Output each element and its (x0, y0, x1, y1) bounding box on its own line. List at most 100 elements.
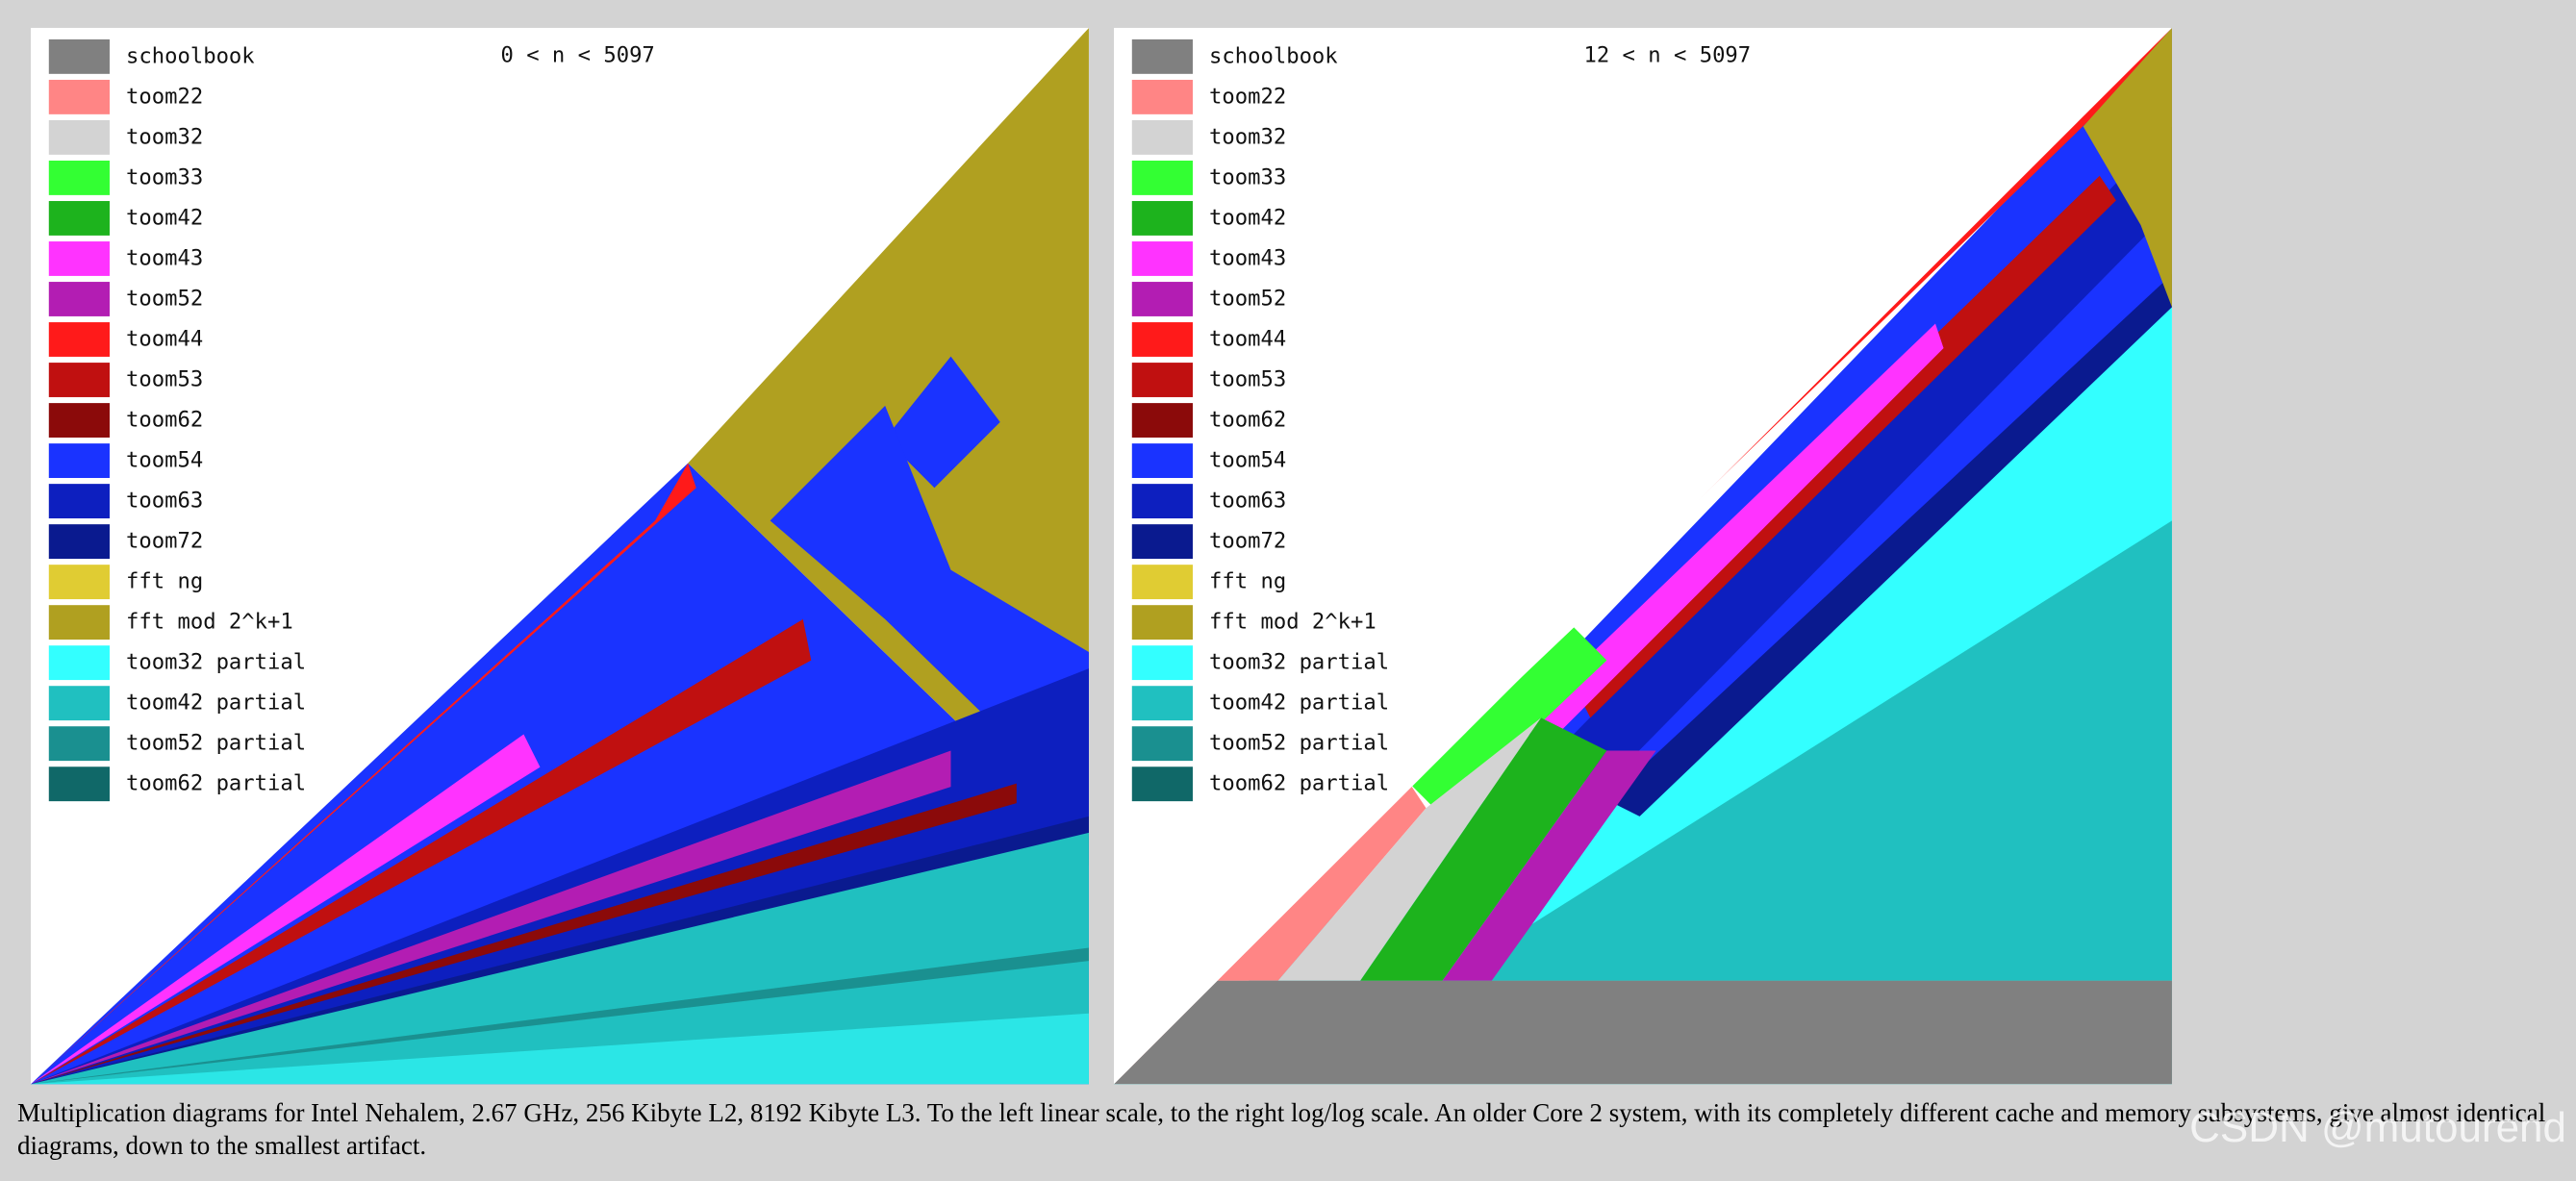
legend-swatch (48, 79, 110, 114)
legend-swatch (48, 766, 110, 802)
legend-swatch (48, 322, 110, 357)
legend-label: fft ng (1209, 569, 1286, 594)
legend-swatch (48, 201, 110, 236)
legend-label: toom72 (1209, 529, 1286, 554)
legend-swatch (1131, 79, 1193, 114)
legend-label: schoolbook (1209, 43, 1338, 68)
legend-swatch (48, 282, 110, 316)
watermark: CSDN @mutourend (2189, 1104, 2566, 1151)
legend-label: toom53 (1209, 367, 1286, 392)
legend-swatch (1131, 161, 1193, 195)
legend-swatch (48, 119, 110, 155)
legend-label: toom52 partial (1209, 731, 1389, 756)
linear-panel: 0 < n < 5097 schoolbook toom22 toom32 toom33… (31, 28, 1089, 1085)
panel-title: 0 < n < 5097 (500, 43, 654, 68)
region (1277, 717, 1542, 981)
legend-swatch (48, 524, 110, 560)
legend-label: toom44 (1209, 327, 1286, 352)
legend-label: toom44 (126, 327, 203, 352)
panel-blank (1114, 28, 2172, 1085)
loglog-panel: 12 < n < 5097 schoolbook toom22 toom32 toom3… (1114, 28, 2172, 1085)
panel-blank (31, 28, 1089, 1085)
legend-swatch (1131, 686, 1193, 721)
legend-label: toom32 (126, 124, 203, 149)
legend-label: schoolbook (126, 43, 255, 68)
legend-label: toom42 (126, 205, 203, 230)
region (1525, 323, 1944, 751)
legend-swatch (1131, 241, 1193, 276)
legend-swatch (1131, 363, 1193, 397)
legend-label: toom32 partial (1209, 650, 1389, 675)
legend-label: toom62 (126, 408, 203, 433)
legend-swatch (48, 241, 110, 276)
legend-swatch (48, 443, 110, 478)
legend-swatch (1131, 766, 1193, 802)
region (31, 832, 1089, 1085)
region (1606, 274, 2172, 817)
legend-label: toom62 (1209, 408, 1286, 433)
legend-label: toom54 (1209, 448, 1286, 473)
legend-swatch (1131, 201, 1193, 236)
legend-label: toom42 (1209, 205, 1286, 230)
region (31, 783, 1017, 1085)
region (1442, 520, 2172, 981)
legend-label: toom72 (126, 529, 203, 554)
legend-label: toom32 partial (126, 650, 306, 675)
legend-swatch (1131, 565, 1193, 600)
region (1114, 980, 2172, 1085)
legend-swatch (1131, 403, 1193, 438)
region (1360, 717, 1607, 981)
legend-swatch (1131, 726, 1193, 762)
legend-label: toom53 (126, 367, 203, 392)
legend-swatch (1131, 524, 1193, 560)
legend-label: toom33 (126, 164, 203, 189)
legend-label: toom52 partial (126, 731, 306, 756)
legend-label: toom42 partial (126, 691, 306, 716)
region (1114, 783, 1427, 1085)
legend-swatch (48, 484, 110, 519)
legend-label: toom43 (126, 245, 203, 270)
legend-swatch (48, 565, 110, 600)
legend-label: toom63 (1209, 489, 1286, 514)
region (31, 1013, 1089, 1085)
legend-swatch (1131, 119, 1193, 155)
legend-swatch (48, 726, 110, 762)
legend-swatch (48, 161, 110, 195)
caption: Multiplication diagrams for Intel Nehale… (17, 1098, 2546, 1160)
region (31, 618, 812, 1085)
legend-label: toom33 (1209, 164, 1286, 189)
legend-swatch (1131, 38, 1193, 74)
legend-label: toom63 (126, 489, 203, 514)
legend-swatch (48, 38, 110, 74)
legend-swatch (48, 605, 110, 641)
legend-label: toom42 partial (1209, 691, 1389, 716)
region (31, 734, 541, 1085)
region (1442, 750, 1656, 981)
region (31, 947, 1089, 1085)
legend-swatch (1131, 605, 1193, 641)
region (31, 816, 1089, 1085)
legend-swatch (1131, 282, 1193, 316)
legend-label: toom43 (1209, 245, 1286, 270)
legend-swatch (48, 403, 110, 438)
legend-swatch (48, 686, 110, 721)
region (1409, 627, 1607, 817)
legend-swatch (1131, 645, 1193, 681)
legend-label: toom22 (126, 84, 203, 109)
legend-label: toom52 (1209, 286, 1286, 311)
legend-label: toom62 partial (126, 771, 306, 796)
region (885, 356, 1000, 489)
legend-swatch (48, 363, 110, 397)
panel-title: 12 < n < 5097 (1583, 43, 1751, 68)
legend-label: toom62 partial (1209, 771, 1389, 796)
legend-swatch (1131, 322, 1193, 357)
legend-label: toom54 (126, 448, 203, 473)
legend-swatch (1131, 443, 1193, 478)
legend-label: fft mod 2^k+1 (1209, 610, 1376, 635)
legend-label: fft mod 2^k+1 (126, 610, 293, 635)
legend-label: toom32 (1209, 124, 1286, 149)
diagrams: 0 < n < 5097 schoolbook toom22 toom32 toom33… (31, 28, 2172, 1085)
legend-label: fft ng (126, 569, 203, 594)
region (2083, 28, 2172, 308)
